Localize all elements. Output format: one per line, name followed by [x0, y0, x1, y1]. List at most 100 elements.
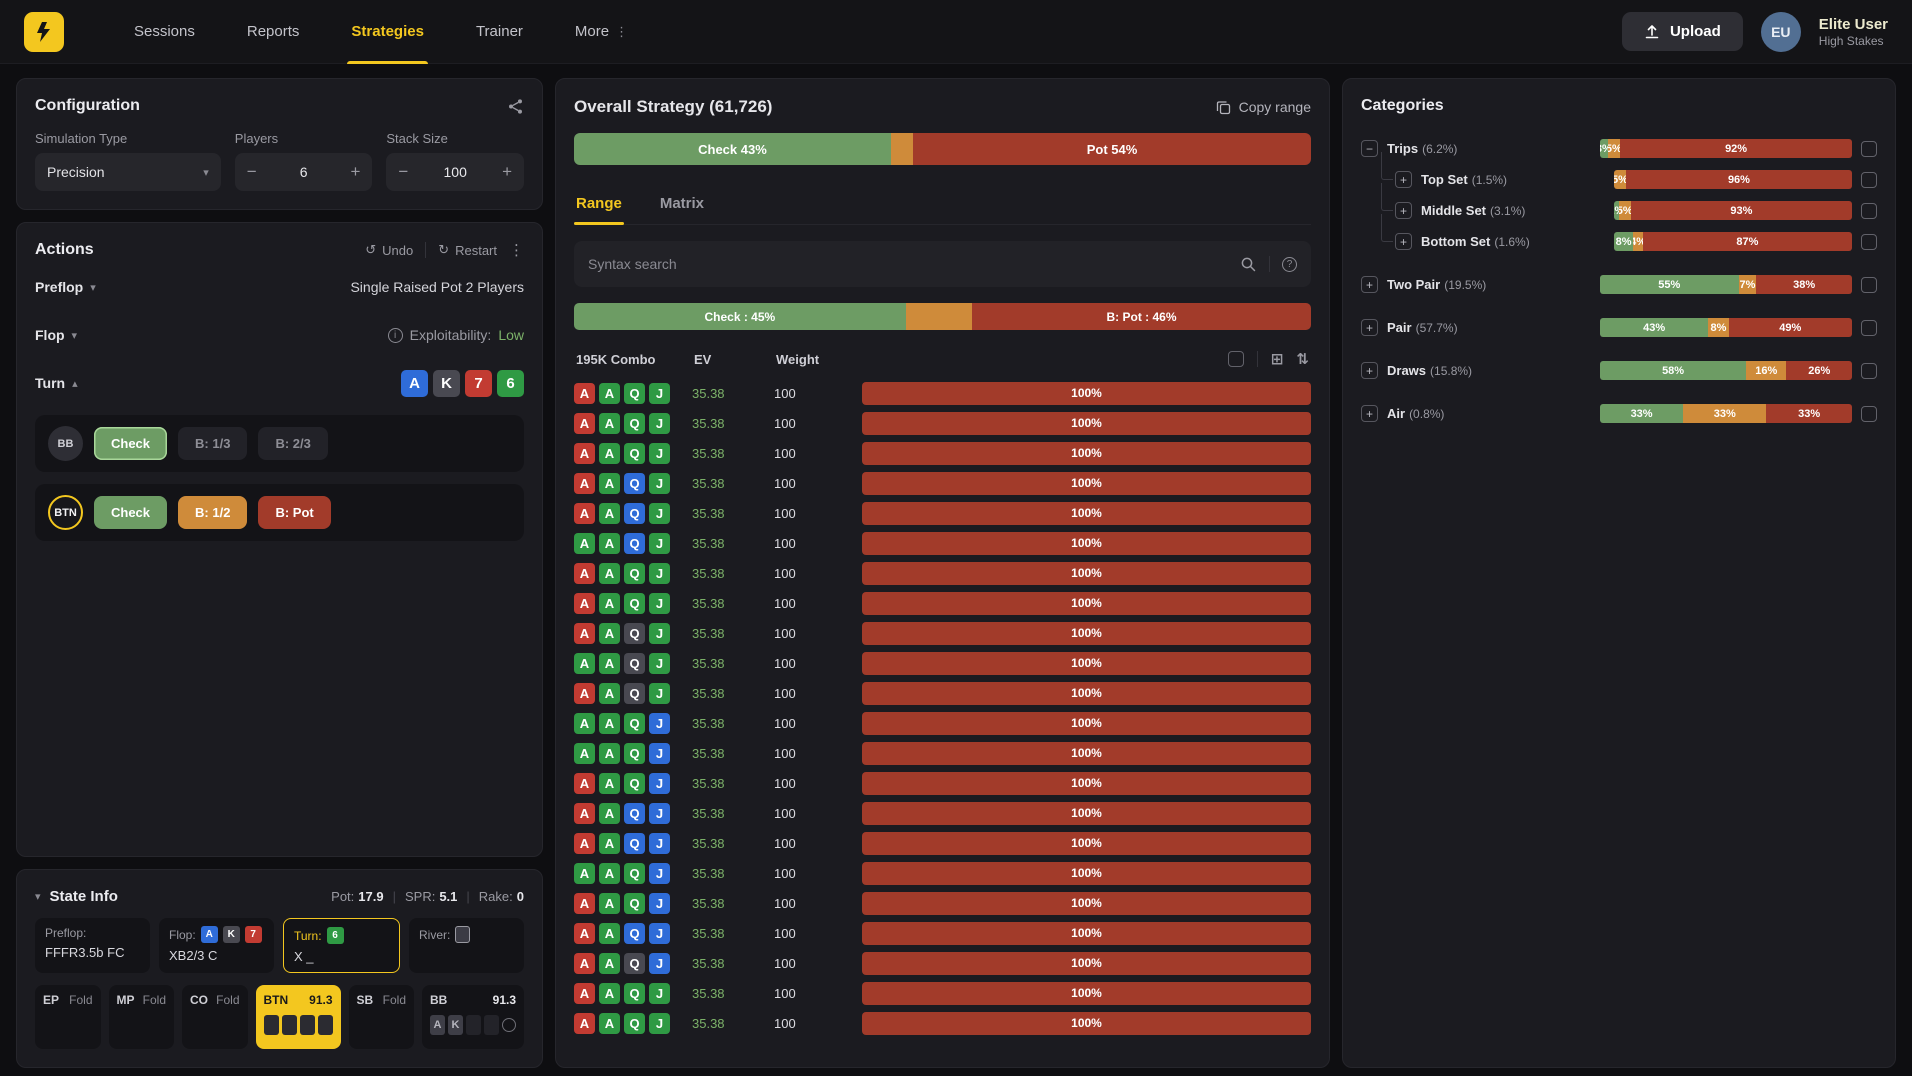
table-row[interactable]: A A Q J 35.38 100 100%: [574, 498, 1311, 528]
card-A: A: [574, 952, 595, 974]
avatar[interactable]: EU: [1760, 11, 1801, 52]
expand-icon[interactable]: +: [1395, 233, 1412, 250]
card-A: A: [599, 382, 620, 404]
expand-icon[interactable]: +: [1395, 171, 1412, 188]
kebab-menu-icon[interactable]: ⋮: [509, 242, 524, 259]
combo-bar-label: 100%: [1071, 536, 1102, 550]
seat-sb[interactable]: SB Fold: [348, 985, 414, 1049]
category-checkbox[interactable]: [1861, 362, 1877, 379]
tab-range[interactable]: Range: [574, 185, 624, 225]
preflop-toggle[interactable]: Preflop ▾: [35, 279, 96, 295]
action-button-b-2-3[interactable]: B: 2/3: [258, 427, 328, 460]
category-label: Middle Set (3.1%): [1421, 203, 1526, 218]
table-row[interactable]: A A Q J 35.38 100 100%: [574, 858, 1311, 888]
table-row[interactable]: A A Q J 35.38 100 100%: [574, 978, 1311, 1008]
search-icon[interactable]: [1240, 256, 1257, 273]
collapse-icon[interactable]: −: [1361, 140, 1378, 157]
nav-item-more[interactable]: More ⋮: [549, 0, 654, 64]
action-button-check[interactable]: Check: [94, 427, 168, 460]
stack-decrement-button[interactable]: −: [398, 162, 409, 181]
expand-icon[interactable]: +: [1361, 319, 1378, 336]
table-row[interactable]: A A Q J 35.38 100 100%: [574, 468, 1311, 498]
table-row[interactable]: A A Q J 35.38 100 100%: [574, 888, 1311, 918]
table-row[interactable]: A A Q J 35.38 100 100%: [574, 408, 1311, 438]
category-checkbox[interactable]: [1861, 276, 1877, 293]
nav-item-trainer[interactable]: Trainer: [450, 0, 549, 64]
action-button-b-1-2[interactable]: B: 1/2: [178, 496, 248, 529]
table-row[interactable]: A A Q J 35.38 100 100%: [574, 948, 1311, 978]
seat-btn[interactable]: BTN 91.3: [255, 985, 341, 1049]
navbar-right: Upload EU Elite User High Stakes: [1621, 11, 1888, 52]
table-row[interactable]: A A Q J 35.38 100 100%: [574, 648, 1311, 678]
table-row[interactable]: A A Q J 35.38 100 100%: [574, 1008, 1311, 1038]
street-box-turn[interactable]: Turn: 6 X _: [283, 918, 400, 973]
seat-bb[interactable]: BB 91.3 A K: [422, 985, 524, 1049]
seat-co[interactable]: CO Fold: [182, 985, 248, 1049]
table-row[interactable]: A A Q J 35.38 100 100%: [574, 378, 1311, 408]
expand-icon[interactable]: +: [1395, 202, 1412, 219]
action-button-b-pot[interactable]: B: Pot: [258, 496, 331, 529]
tab-matrix[interactable]: Matrix: [659, 195, 705, 212]
collapse-chevron-icon[interactable]: ▾: [35, 891, 41, 903]
category-percent: (3.1%): [1490, 204, 1526, 218]
copy-range-button[interactable]: Copy range: [1216, 99, 1311, 115]
street-box-preflop[interactable]: Preflop: FFFR3.5b FC: [35, 918, 150, 973]
expand-icon[interactable]: +: [1361, 276, 1378, 293]
table-row[interactable]: A A Q J 35.38 100 100%: [574, 438, 1311, 468]
nav-item-reports[interactable]: Reports: [221, 0, 326, 64]
action-button-check[interactable]: Check: [94, 496, 168, 529]
flop-toggle[interactable]: Flop ▾: [35, 327, 77, 343]
combo-strategy-bar: 100%: [862, 441, 1311, 465]
seat-mp[interactable]: MP Fold: [108, 985, 174, 1049]
category-checkbox[interactable]: [1861, 171, 1877, 188]
upload-button[interactable]: Upload: [1621, 12, 1743, 51]
card-6: 6: [326, 927, 344, 944]
table-row[interactable]: A A Q J 35.38 100 100%: [574, 588, 1311, 618]
street-box-river[interactable]: River:: [409, 918, 524, 973]
category-segment-orange: 33%: [1683, 404, 1767, 423]
players-decrement-button[interactable]: −: [246, 162, 257, 181]
table-row[interactable]: A A Q J 35.38 100 100%: [574, 798, 1311, 828]
action-button-b-1-3[interactable]: B: 1/3: [178, 427, 248, 460]
category-checkbox[interactable]: [1861, 405, 1877, 422]
table-row[interactable]: A A Q J 35.38 100 100%: [574, 828, 1311, 858]
street-box-flop[interactable]: Flop: A K 7 XB2/3 C: [159, 918, 274, 973]
undo-button[interactable]: ↺ Undo: [365, 242, 413, 258]
players-increment-button[interactable]: +: [350, 162, 361, 181]
combo-count-header: 195K Combo: [576, 351, 656, 367]
table-row[interactable]: A A Q J 35.38 100 100%: [574, 708, 1311, 738]
segment-label: 7%: [1739, 278, 1756, 291]
table-row[interactable]: A A Q J 35.38 100 100%: [574, 918, 1311, 948]
category-checkbox[interactable]: [1861, 202, 1877, 219]
grid-view-icon[interactable]: ⊞: [1270, 351, 1284, 368]
expand-icon[interactable]: +: [1361, 362, 1378, 379]
nav-item-sessions[interactable]: Sessions: [108, 0, 221, 64]
category-checkbox[interactable]: [1861, 233, 1877, 250]
category-checkbox[interactable]: [1861, 319, 1877, 336]
card-J: J: [649, 802, 670, 824]
stack-increment-button[interactable]: +: [502, 162, 512, 181]
combo-weight: 100: [774, 685, 796, 701]
table-row[interactable]: A A Q J 35.38 100 100%: [574, 678, 1311, 708]
search-input[interactable]: [588, 256, 1228, 272]
expand-icon[interactable]: +: [1361, 405, 1378, 422]
table-row[interactable]: A A Q J 35.38 100 100%: [574, 618, 1311, 648]
table-row[interactable]: A A Q J 35.38 100 100%: [574, 738, 1311, 768]
table-row[interactable]: A A Q J 35.38 100 100%: [574, 528, 1311, 558]
restart-button[interactable]: ↻ Restart: [438, 242, 497, 258]
simulation-type-select[interactable]: Precision ▾: [35, 153, 221, 191]
select-all-checkbox[interactable]: [1227, 351, 1244, 367]
category-checkbox[interactable]: [1861, 140, 1877, 157]
sort-icon[interactable]: ⇅: [1296, 351, 1309, 368]
seat-ep[interactable]: EP Fold: [35, 985, 101, 1049]
category-label: Air (0.8%): [1387, 406, 1445, 421]
help-icon[interactable]: ?: [1282, 256, 1297, 272]
turn-toggle[interactable]: Turn ▴: [35, 375, 78, 391]
nav-item-strategies[interactable]: Strategies: [325, 0, 450, 64]
table-row[interactable]: A A Q J 35.38 100 100%: [574, 768, 1311, 798]
app-logo-icon[interactable]: [24, 11, 64, 52]
share-icon[interactable]: [507, 98, 524, 115]
table-row[interactable]: A A Q J 35.38 100 100%: [574, 558, 1311, 588]
